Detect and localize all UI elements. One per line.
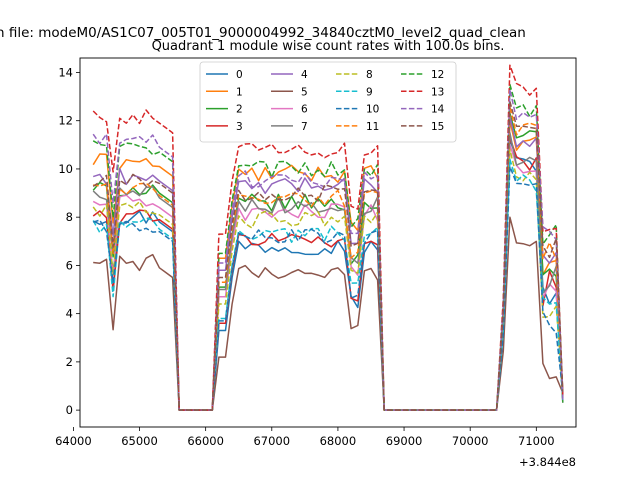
y-tick-label: 8: [66, 210, 73, 224]
series-line-15: [92, 100, 564, 411]
legend-label-0: 0: [236, 69, 243, 81]
x-offset-label: +3.844e8: [519, 455, 576, 469]
y-tick-label: 10: [58, 162, 73, 176]
plot-frame: [79, 57, 577, 428]
legend-label-14: 14: [431, 104, 445, 116]
y-tick-label: 2: [66, 355, 73, 369]
y-tick-label: 14: [58, 65, 73, 79]
y-tick-label: 6: [66, 258, 73, 272]
x-tick-label: 70000: [452, 434, 489, 448]
legend-label-15: 15: [431, 121, 444, 133]
series-line-8: [92, 148, 564, 411]
y-tick-label: 4: [66, 307, 73, 321]
legend-box: [199, 61, 457, 143]
x-tick-label: 71000: [518, 434, 555, 448]
legend-label-12: 12: [431, 69, 444, 81]
y-tick-label: 12: [58, 114, 73, 128]
series-layer: [92, 64, 564, 411]
chart-title: Quadrant 1 module wise count rates with …: [152, 39, 505, 54]
legend-label-9: 9: [366, 86, 373, 98]
legend-label-11: 11: [366, 121, 379, 133]
figure-suptitle: n file: modeM0/AS1C07_005T01_9000004992_…: [0, 25, 526, 41]
x-axis: 64000 65000 66000 67000 68000 69000 70000 71000: [55, 427, 555, 448]
y-axis: 0 2 4 6 8 10 12 14: [58, 65, 80, 417]
legend-label-7: 7: [301, 121, 308, 133]
x-tick-label: 64000: [55, 434, 92, 448]
x-tick-label: 67000: [253, 434, 290, 448]
x-tick-label: 68000: [320, 434, 357, 448]
legend-label-8: 8: [366, 69, 373, 81]
legend-label-13: 13: [431, 86, 444, 98]
legend-label-10: 10: [366, 104, 379, 116]
legend-label-4: 4: [301, 69, 308, 81]
x-tick-label: 65000: [121, 434, 158, 448]
legend-label-6: 6: [301, 104, 308, 116]
legend-label-3: 3: [236, 121, 243, 133]
legend-label-1: 1: [236, 86, 243, 98]
legend-label-5: 5: [301, 86, 308, 98]
legend-label-2: 2: [236, 104, 243, 116]
series-line-11: [93, 105, 564, 411]
y-tick-label: 0: [66, 403, 73, 417]
x-tick-label: 66000: [187, 434, 224, 448]
x-tick-label: 69000: [386, 434, 423, 448]
